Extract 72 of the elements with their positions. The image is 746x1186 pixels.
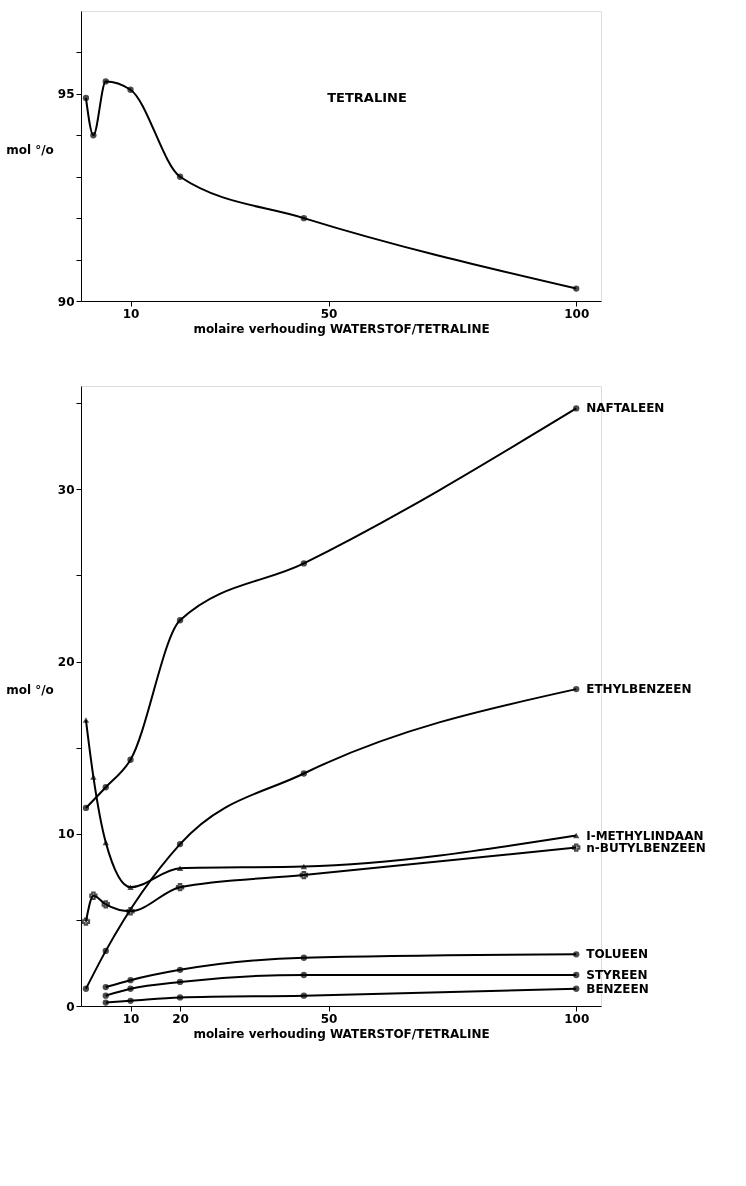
point — [572, 843, 581, 852]
point — [176, 173, 184, 180]
point — [175, 883, 185, 892]
y-tick-label: 0 — [66, 999, 75, 1014]
series-label: TOLUEEN — [586, 947, 649, 962]
point — [176, 978, 184, 986]
point — [102, 947, 109, 955]
series-label: ETHYLBENZEEN — [586, 682, 692, 697]
point — [573, 832, 580, 839]
series-label: BENZEEN — [586, 981, 649, 996]
y-tick-label: 30 — [57, 482, 75, 497]
y-tick-label: 95 — [57, 87, 75, 102]
point — [102, 983, 109, 991]
point — [81, 917, 91, 926]
point — [89, 891, 98, 900]
series-label: I-METHYLINDAAN — [586, 828, 704, 843]
x-axis-title: molaire verhouding WATERSTOF/TETRALINE — [193, 321, 490, 336]
point — [90, 774, 97, 780]
point — [101, 900, 110, 909]
point — [300, 214, 308, 222]
point — [573, 285, 580, 292]
point — [300, 971, 308, 979]
point — [299, 870, 309, 880]
annotation: TETRALINE — [327, 90, 407, 105]
x-tick-label: 100 — [564, 306, 590, 321]
point — [300, 560, 308, 567]
point — [300, 992, 308, 999]
point — [127, 884, 134, 890]
point — [300, 863, 308, 870]
x-tick-label: 20 — [172, 1011, 189, 1026]
series-label: n-BUTYLBENZEEN — [586, 840, 706, 855]
point — [176, 966, 184, 973]
point — [102, 992, 109, 999]
x-tick-label: 100 — [564, 1011, 590, 1026]
point — [176, 865, 184, 871]
point — [573, 685, 580, 693]
point — [573, 985, 580, 992]
point — [176, 617, 184, 624]
y-tick-label: 90 — [57, 294, 75, 309]
point — [82, 804, 90, 812]
point — [102, 784, 109, 791]
point — [300, 770, 308, 777]
x-tick-label: 10 — [122, 306, 140, 321]
point — [127, 985, 134, 992]
point — [127, 756, 134, 763]
y-axis-title: mol °/o — [6, 682, 54, 697]
series-label: STYREEN — [586, 968, 648, 982]
y-tick-label: 10 — [57, 827, 75, 842]
y-axis-title: mol °/o — [6, 142, 54, 157]
point — [127, 977, 134, 984]
point — [82, 985, 90, 992]
series-label: NAFTALEEN — [586, 401, 665, 416]
x-axis-title: molaire verhouding WATERSTOF/TETRALINE — [193, 1026, 490, 1041]
x-tick-label: 50 — [320, 1011, 338, 1026]
point — [176, 994, 184, 1001]
point — [573, 951, 580, 958]
point — [573, 405, 580, 412]
point — [300, 954, 308, 961]
y-tick-label: 20 — [57, 655, 75, 670]
x-tick-label: 50 — [320, 306, 338, 321]
point — [126, 907, 135, 916]
point — [127, 86, 134, 93]
point — [102, 78, 109, 85]
point — [102, 999, 109, 1006]
point — [82, 717, 90, 723]
point — [90, 132, 97, 139]
point — [102, 839, 109, 846]
point — [127, 997, 134, 1004]
x-tick-label: 10 — [122, 1011, 140, 1026]
point — [176, 840, 184, 848]
point — [573, 971, 580, 979]
point — [82, 94, 90, 102]
